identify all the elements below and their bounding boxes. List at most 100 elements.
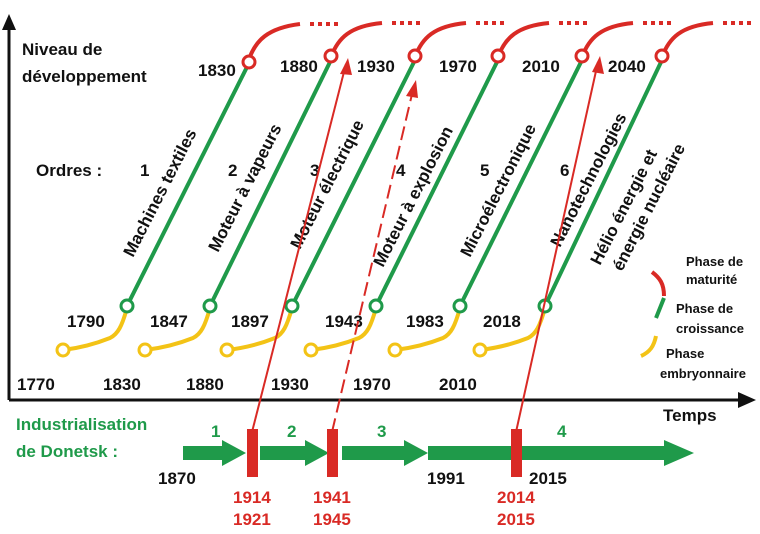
wave-1-maturity-year: 1830 [198,61,236,80]
wave-6-maturity-year: 2040 [608,57,646,76]
wave-6-growth [543,59,664,307]
x-axis-arrow-icon [738,392,756,408]
wave-6-order: 6 [560,161,569,180]
wave-4-growth [374,59,500,307]
wave-3-growth [290,59,417,307]
donetsk-event-1-line1: 1914 [233,488,271,507]
wave-3-start-year: 1880 [186,375,224,394]
donetsk-stage-3-label: 3 [377,422,386,441]
donetsk-stage-4-bar [428,446,668,460]
event-link-1941-arrow-icon [406,80,418,98]
wave-5-embryonic [394,307,462,352]
orders-label: Ordres : [36,161,102,180]
wave-1-maturity-node [241,54,257,70]
event-link-2014 [515,61,599,433]
wave-2-start-node [137,342,153,358]
wave-3-order: 3 [310,161,319,180]
wave-4-maturity-node [490,48,506,64]
wave-5-maturity-node [574,48,590,64]
wave-4-start-year: 1930 [271,375,309,394]
wave-5-start-year: 1970 [353,375,391,394]
wave-5-maturity-year: 2010 [522,57,560,76]
wave-4-maturity [496,21,550,58]
wave-4-growth-node [368,298,384,314]
event-link-2014-arrow-icon [592,56,604,74]
donetsk-stage-4-label: 4 [557,422,567,441]
event-link-1941 [331,89,414,433]
wave-5-start-node [387,342,403,358]
wave-6-start-node [472,342,488,358]
y-axis-label-line2: développement [22,67,147,86]
wave-5-order: 5 [480,161,489,180]
wave-2-growth-year: 1847 [150,312,188,331]
donetsk-event-3-marker [511,429,522,477]
wave-1-start-node [55,342,71,358]
wave-4-start-node [303,342,319,358]
donetsk-stage-3-bar [342,446,407,460]
donetsk-stage-2-arrow-icon [305,440,329,466]
wave-4-maturity-year: 1970 [439,57,477,76]
wave-1-growth [125,64,250,307]
wave-2-start-year: 1830 [103,375,141,394]
donetsk-event-2-line2: 1945 [313,510,351,529]
wave-6-maturity-node [654,48,670,64]
donetsk-event-3-line1: 2014 [497,488,535,507]
wave-4-embryonic [310,307,378,352]
donetsk-stage-2-bar [260,446,308,460]
donetsk-stage-1-arrow-icon [222,440,246,466]
legend-embryonic-line2: embryonnaire [660,366,746,381]
y-axis-arrow-icon [2,14,16,30]
wave-3-start-node [219,342,235,358]
donetsk-event-2-marker [327,429,338,477]
legend-growth-swatch [654,297,666,319]
wave-5-growth-year: 1983 [406,312,444,331]
wave-4-name: Moteur à explosion [370,123,457,270]
donetsk-event-2-line1: 1941 [313,488,351,507]
donetsk-title-line1: Industrialisation [16,415,147,434]
wave-4-growth-year: 1943 [325,312,363,331]
wave-2-growth [208,59,333,307]
donetsk-stage-2-label: 2 [287,422,296,441]
wave-2-maturity-year: 1880 [280,57,318,76]
legend-embryonic-line1: Phase [666,346,704,361]
wave-1-growth-node [119,298,135,314]
x-axis-label: Temps [663,406,717,425]
wave-2-growth-node [202,298,218,314]
donetsk-stage-4-arrow-icon [664,440,694,466]
donetsk-year-1991: 1991 [427,469,465,488]
wave-6-maturity [660,21,714,58]
wave-3-maturity-node [407,48,423,64]
event-link-1914 [251,63,347,433]
donetsk-year-2015: 2015 [529,469,567,488]
wave-2-maturity-node [323,48,339,64]
wave-3-growth-year: 1897 [231,312,269,331]
donetsk-timeline: Industrialisation de Donetsk : 1 2 3 4 1… [16,415,694,529]
wave-6-start-year: 2010 [439,375,477,394]
wave-5-name: Microélectronique [457,121,540,260]
wave-2-embryonic [144,307,212,352]
wave-6-growth-year: 2018 [483,312,521,331]
legend-growth-line1: Phase de [676,301,733,316]
wave-2-order: 2 [228,161,237,180]
wave-5-growth-node [452,298,468,314]
wave-3-growth-node [284,298,300,314]
donetsk-event-3-line2: 2015 [497,510,535,529]
legend-embryonic-swatch [640,335,658,358]
y-axis-label-line1: Niveau de [22,40,102,59]
wave-2-maturity [329,21,383,58]
donetsk-title-line2: de Donetsk : [16,442,118,461]
legend: Phase de maturité Phase de croissance Ph… [640,254,746,381]
donetsk-event-1-marker [247,429,258,477]
wave-1-order: 1 [140,161,149,180]
wave-5-maturity [580,21,634,58]
legend-maturity-line1: Phase de [686,254,743,269]
wave-5-growth [458,59,584,307]
wave-3-maturity-year: 1930 [357,57,395,76]
legend-growth-line2: croissance [676,321,744,336]
donetsk-stage-1-bar [183,446,225,460]
legend-maturity-line2: maturité [686,272,737,287]
wave-1-embryonic [62,307,129,352]
donetsk-stage-3-arrow-icon [404,440,428,466]
